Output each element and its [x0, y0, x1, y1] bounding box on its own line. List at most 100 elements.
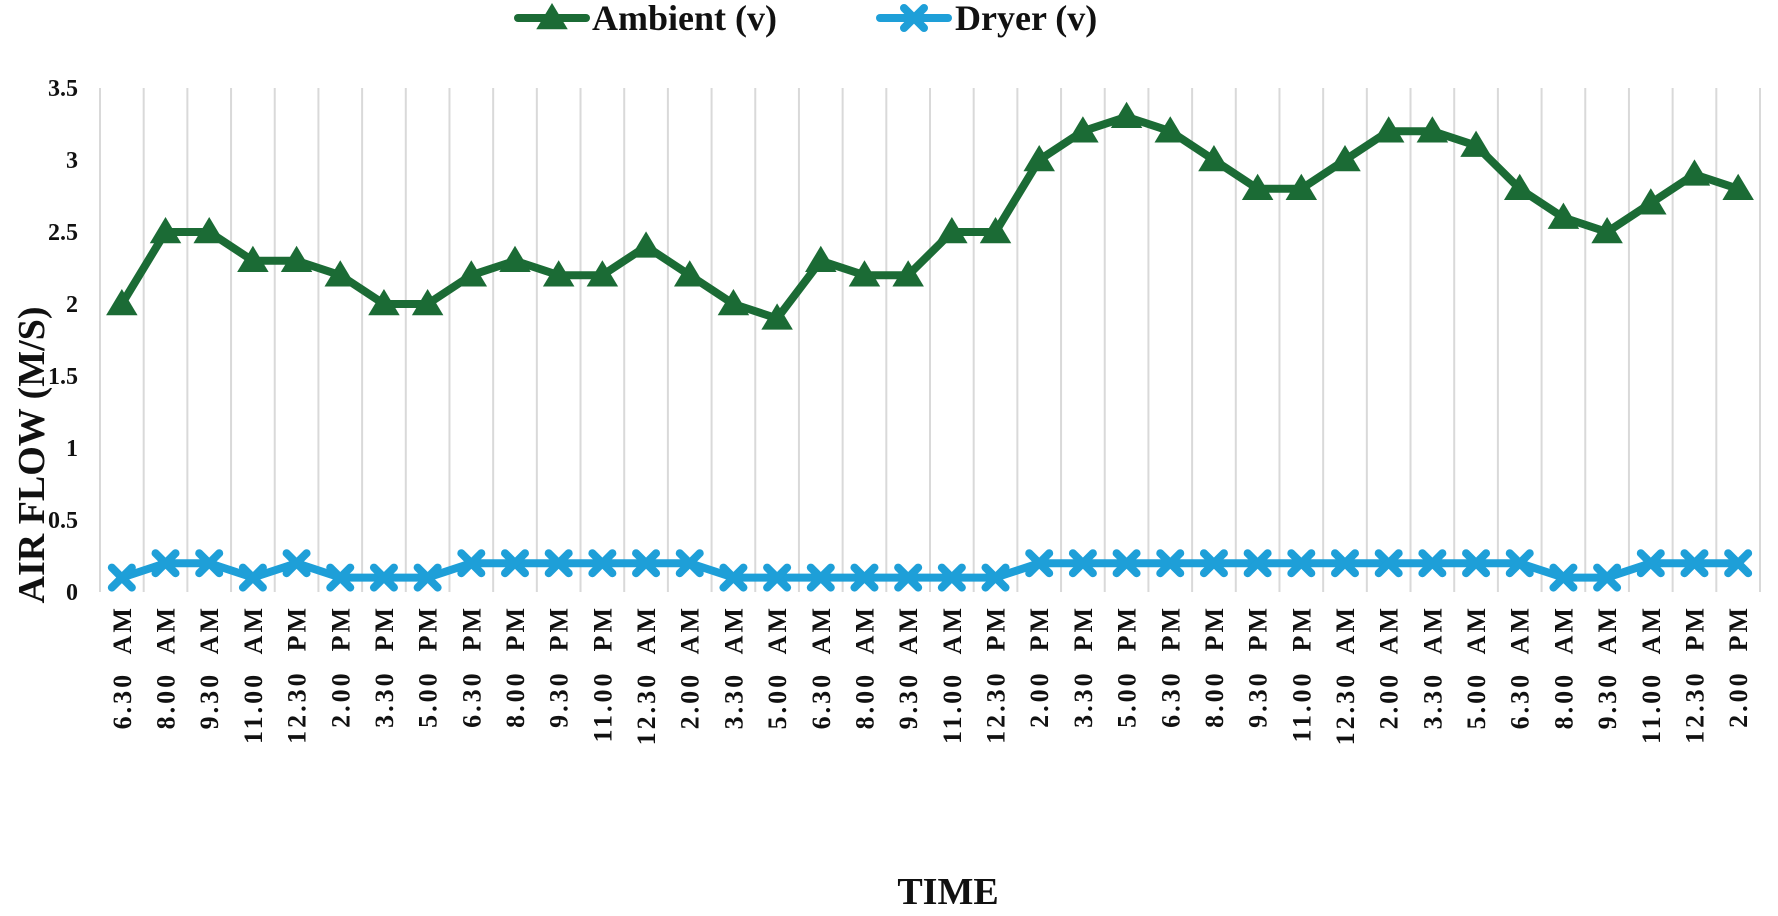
x-tick-label: 6.30 AM [1506, 605, 1535, 729]
triangle-marker [1416, 116, 1449, 143]
y-axis-ticks: 0 0.5 1 1.5 2 2.5 3 3.5 [48, 76, 78, 606]
x-tick-label: 9.30 PM [1244, 605, 1273, 728]
x-tick-label: 6.30 AM [807, 605, 836, 729]
triangle-marker [1023, 145, 1055, 172]
x-marker [806, 563, 835, 592]
x-tick-label: 11.00 PM [1287, 605, 1316, 743]
y-tick-label: 0.5 [48, 508, 78, 534]
x-marker [1331, 549, 1359, 578]
series-layer [106, 101, 1754, 592]
x-tick-label: 8.00 AM [152, 605, 181, 729]
triangle-marker [193, 217, 225, 244]
series-ambient [106, 101, 1754, 330]
x-tick-label: 3.30 PM [370, 605, 399, 728]
x-tick-label: 5.00 AM [763, 605, 792, 729]
triangle-marker [1198, 145, 1230, 172]
x-tick-label: 11.00 AM [938, 605, 967, 744]
legend-item: Ambient (v) [514, 0, 777, 38]
x-marker [1636, 549, 1665, 578]
triangle-marker [761, 303, 793, 330]
x-marker [413, 563, 442, 592]
x-tick-label: 6.30 PM [1156, 605, 1185, 728]
x-marker [282, 549, 311, 578]
triangle-marker [411, 289, 444, 316]
x-marker [501, 549, 529, 578]
legend-label: Ambient (v) [592, 0, 777, 38]
triangle-marker [1329, 145, 1361, 172]
x-marker [1025, 549, 1054, 578]
y-tick-label: 2.5 [48, 220, 78, 246]
triangle-marker [1547, 202, 1580, 229]
triangle-marker [1460, 130, 1492, 157]
triangle-marker [106, 289, 138, 316]
x-marker [1505, 549, 1534, 578]
legend-label: Dryer (v) [955, 0, 1097, 38]
triangle-marker [673, 260, 706, 287]
x-tick-label: 12.30 PM [982, 605, 1011, 744]
x-tick-label: 2.00 PM [1724, 605, 1753, 728]
triangle-marker [586, 260, 619, 287]
x-tick-label: 3.30 PM [1069, 605, 1098, 728]
triangle-marker [1635, 188, 1667, 215]
x-marker [1418, 549, 1447, 578]
triangle-marker [1285, 173, 1318, 201]
triangle-marker [1503, 173, 1536, 201]
x-marker [195, 549, 224, 578]
x-marker [1724, 549, 1753, 578]
triangle-marker [892, 260, 924, 287]
y-tick-label: 3 [66, 148, 78, 174]
triangle-marker [805, 245, 837, 273]
x-tick-label: 9.30 PM [545, 605, 574, 728]
x-tick-label: 2.00 PM [326, 605, 355, 728]
grid [99, 88, 1761, 592]
triangle-marker [536, 3, 568, 30]
series-line [120, 559, 1739, 582]
x-marker [1243, 549, 1272, 578]
x-marker [1462, 549, 1491, 578]
x-marker [457, 549, 486, 578]
x-tick-label: 5.00 PM [414, 605, 443, 728]
x-tick-label: 11.00 PM [588, 605, 617, 743]
x-marker [544, 549, 573, 578]
x-marker [850, 563, 879, 592]
x-tick-label: 3.30 AM [1418, 605, 1447, 729]
series-dryer [107, 549, 1753, 592]
x-marker [1156, 549, 1185, 578]
x-tick-label: 12.30 AM [632, 605, 661, 745]
y-tick-label: 0 [66, 580, 78, 606]
triangle-marker [630, 231, 662, 258]
x-marker [588, 549, 617, 578]
y-tick-label: 1 [66, 436, 78, 462]
y-tick-label: 3.5 [48, 76, 78, 102]
x-marker [1199, 549, 1228, 578]
triangle-marker [455, 260, 488, 287]
x-marker [326, 563, 355, 592]
x-marker [151, 549, 180, 578]
x-tick-label: 2.00 AM [676, 605, 705, 729]
x-marker [632, 549, 661, 578]
x-marker [763, 563, 792, 592]
x-tick-label: 2.00 AM [1375, 605, 1404, 729]
x-axis-ticks: 6.30 AM 8.00 AM 9.30 AM 11.00 AM 12.30 PM 2.0… [108, 605, 1753, 745]
x-tick-label: 8.00 PM [1200, 605, 1229, 728]
triangle-marker [848, 260, 881, 287]
triangle-marker [717, 289, 750, 316]
triangle-marker [1722, 173, 1754, 201]
x-marker [1680, 549, 1709, 578]
triangle-marker [979, 217, 1012, 244]
x-tick-label: 12.30 PM [1680, 605, 1709, 744]
x-marker [900, 4, 928, 32]
x-tick-label: 2.00 PM [1025, 605, 1054, 728]
legend-item: Dryer (v) [876, 0, 1097, 38]
x-tick-label: 11.00 AM [1637, 605, 1666, 744]
legend: Ambient (v) Dryer (v) [514, 0, 1097, 38]
y-axis-title: AIR FLOW (M/S) [11, 307, 53, 604]
triangle-marker [1154, 116, 1187, 143]
x-tick-label: 6.30 PM [457, 605, 486, 728]
x-tick-label: 9.30 AM [195, 605, 224, 729]
triangle-marker [1067, 116, 1099, 143]
triangle-marker [149, 217, 182, 244]
triangle-marker [324, 260, 357, 287]
triangle-marker [1678, 159, 1711, 186]
